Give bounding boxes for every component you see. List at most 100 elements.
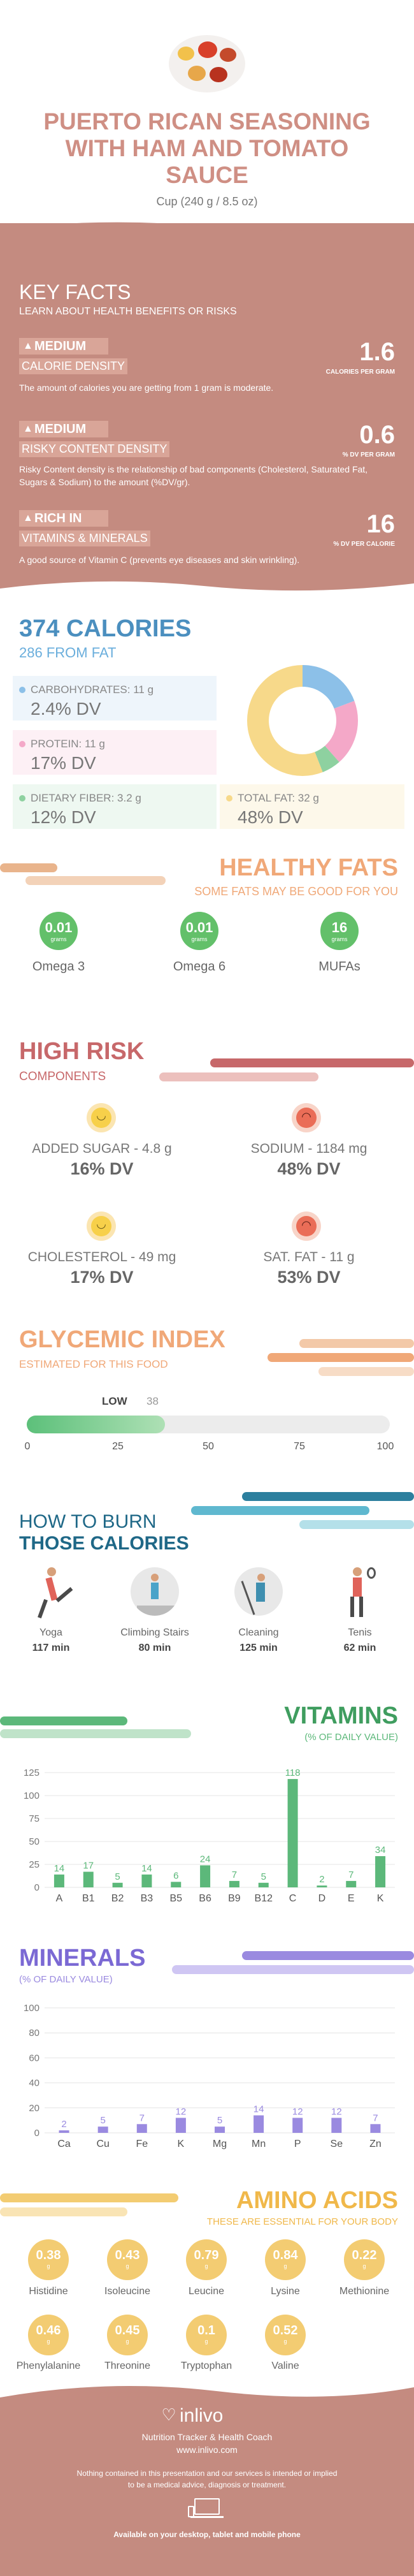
y-tick-label: 25 bbox=[29, 1859, 39, 1870]
burn-time: 117 min bbox=[32, 1643, 70, 1653]
amino-label: Tryptophan bbox=[180, 2360, 232, 2371]
risk-label: CHOLESTEROL - 49 mg bbox=[27, 1250, 176, 1264]
bar-value-label: 7 bbox=[373, 2112, 378, 2123]
key-facts-wave-top bbox=[0, 222, 414, 242]
amino-value: 0.43 bbox=[115, 2248, 140, 2262]
x-tick-label: Fe bbox=[136, 2139, 148, 2149]
carbs-dot bbox=[19, 687, 25, 693]
tryptophan-badge: 0.1 g bbox=[186, 2315, 227, 2355]
healthy-fats-subtitle: SOME FATS MAY BE GOOD FOR YOU bbox=[194, 885, 398, 898]
burn-section: HOW TO BURN THOSE CALORIES Yoga 117 min … bbox=[0, 1486, 414, 1671]
deco-bar bbox=[318, 1367, 414, 1376]
omega3-badge: 0.01 grams bbox=[39, 912, 78, 950]
amino-label: Threonine bbox=[104, 2360, 151, 2371]
histidine-badge: 0.38 g bbox=[28, 2239, 69, 2280]
amino-unit: g bbox=[125, 2263, 129, 2269]
amino-value: 0.84 bbox=[273, 2248, 298, 2262]
phenylalanine-badge: 0.46 g bbox=[28, 2315, 69, 2355]
glycemic-tick: 100 bbox=[376, 1441, 394, 1452]
bar-value-label: 6 bbox=[173, 1870, 178, 1881]
fact-unit: % DV PER GRAM bbox=[342, 451, 395, 458]
amino-value: 0.45 bbox=[115, 2324, 140, 2338]
x-tick-label: K bbox=[178, 2139, 185, 2149]
amino-subtitle: THESE ARE ESSENTIAL FOR YOUR BODY bbox=[206, 2216, 398, 2227]
high-risk-section: HIGH RISK COMPONENTS ◡ ADDED SUGAR - 4.8… bbox=[0, 1020, 414, 1314]
x-tick-label: A bbox=[56, 1893, 63, 1904]
fact-description: Risky Content density is the relationshi… bbox=[19, 464, 368, 487]
fact-calorie-density: ▲ MEDIUM CALORIE DENSITY 1.6 CALORIES PE… bbox=[19, 338, 395, 402]
fact-unit: CALORIES PER GRAM bbox=[325, 369, 395, 376]
warning-icon: ▲ bbox=[23, 423, 33, 434]
glycemic-value: 38 bbox=[146, 1395, 159, 1407]
amino-unit: g bbox=[125, 2338, 129, 2345]
amino-title: AMINO ACIDS bbox=[236, 2187, 398, 2214]
amino-label: Lysine bbox=[271, 2286, 300, 2297]
amino-label: Isoleucine bbox=[104, 2286, 151, 2297]
y-tick-label: 80 bbox=[29, 2028, 39, 2038]
bar-value-label: 2 bbox=[61, 2119, 66, 2130]
protein-dv: 17% DV bbox=[31, 753, 96, 773]
deco-bar bbox=[210, 1058, 414, 1067]
glycemic-fill bbox=[27, 1416, 165, 1433]
fact-unit: % DV PER CALORIE bbox=[333, 541, 395, 548]
fact-label: CALORIE DENSITY bbox=[19, 358, 128, 374]
x-tick-label: B6 bbox=[199, 1893, 211, 1904]
food-image bbox=[169, 35, 245, 92]
flame-icon: ▲ bbox=[23, 340, 33, 351]
bar-value-label: 7 bbox=[348, 1870, 353, 1880]
bar-value-label: 5 bbox=[261, 1871, 266, 1882]
burn-activity: Tenis bbox=[348, 1627, 372, 1638]
fat-label: TOTAL FAT: 32 g bbox=[238, 792, 319, 804]
deco-bar bbox=[299, 1339, 414, 1348]
key-facts-title: KEY FACTS bbox=[19, 281, 131, 304]
amino-unit: g bbox=[46, 2263, 50, 2269]
burn-title-1: HOW TO BURN bbox=[19, 1511, 157, 1532]
amino-label: Leucine bbox=[188, 2286, 225, 2297]
stairs-icon bbox=[131, 1567, 179, 1616]
burn-title-2: THOSE CALORIES bbox=[19, 1533, 189, 1554]
bar-value-label: 14 bbox=[253, 2104, 264, 2115]
fact-description: A good source of Vitamin C (prevents eye… bbox=[19, 555, 300, 565]
serving-size: Cup (240 g / 8.5 oz) bbox=[156, 195, 258, 208]
footer-url[interactable]: www.inlivo.com bbox=[176, 2445, 238, 2455]
bar-zn bbox=[370, 2124, 381, 2133]
bar-k bbox=[175, 2118, 186, 2133]
deco-bar bbox=[172, 1965, 414, 1974]
y-tick-label: 50 bbox=[29, 1836, 39, 1847]
footer-available: Available on your desktop, tablet and mo… bbox=[113, 2530, 301, 2539]
risk-dv: 16% DV bbox=[70, 1159, 134, 1178]
y-tick-label: 125 bbox=[24, 1767, 39, 1778]
omega6-unit: grams bbox=[191, 936, 208, 942]
protein-block: PROTEIN: 11 g 17% DV bbox=[13, 730, 217, 775]
bar-mn bbox=[253, 2115, 264, 2133]
y-tick-label: 20 bbox=[29, 2103, 39, 2114]
fat-block: TOTAL FAT: 32 g 48% DV bbox=[220, 784, 404, 829]
deco-bar bbox=[268, 1353, 414, 1362]
x-tick-label: B12 bbox=[255, 1893, 273, 1904]
fiber-block: DIETARY FIBER: 3.2 g 12% DV bbox=[13, 784, 217, 829]
bar-value-label: 24 bbox=[200, 1854, 211, 1864]
bar-value-label: 5 bbox=[100, 2115, 105, 2126]
x-tick-label: Ca bbox=[57, 2139, 71, 2149]
carbs-block: CARBOHYDRATES: 11 g 2.4% DV bbox=[13, 676, 217, 721]
bar-value-label: 7 bbox=[232, 1870, 237, 1880]
deco-bar bbox=[0, 863, 57, 872]
amino-label: Phenylalanine bbox=[16, 2360, 81, 2371]
glycemic-tick: 0 bbox=[24, 1441, 31, 1452]
fact-value: 1.6 bbox=[359, 338, 395, 366]
bar-value-label: 12 bbox=[292, 2106, 303, 2117]
amino-value: 0.38 bbox=[36, 2248, 61, 2262]
burn-activity: Climbing Stairs bbox=[120, 1627, 189, 1638]
mufas-unit: grams bbox=[331, 936, 348, 942]
bar-value-label: 118 bbox=[285, 1767, 301, 1778]
fact-risky-density: ▲ MEDIUM RISKY CONTENT DENSITY 0.6 % DV … bbox=[19, 421, 395, 491]
amino-label: Methionine bbox=[339, 2286, 390, 2297]
cleaning-icon bbox=[234, 1567, 283, 1616]
minerals-section: MINERALS (% OF DAILY VALUE) 0 20 40 60 80 100… bbox=[0, 1919, 414, 2162]
bar-mg bbox=[215, 2126, 225, 2133]
deco-bar bbox=[191, 1506, 369, 1515]
bar-value-label: 7 bbox=[139, 2112, 145, 2123]
page-title: PUERTO RICAN SEASONING WITH HAM AND TOMA… bbox=[0, 108, 414, 189]
amino-unit: g bbox=[204, 2338, 208, 2345]
bar-cu bbox=[97, 2126, 108, 2133]
